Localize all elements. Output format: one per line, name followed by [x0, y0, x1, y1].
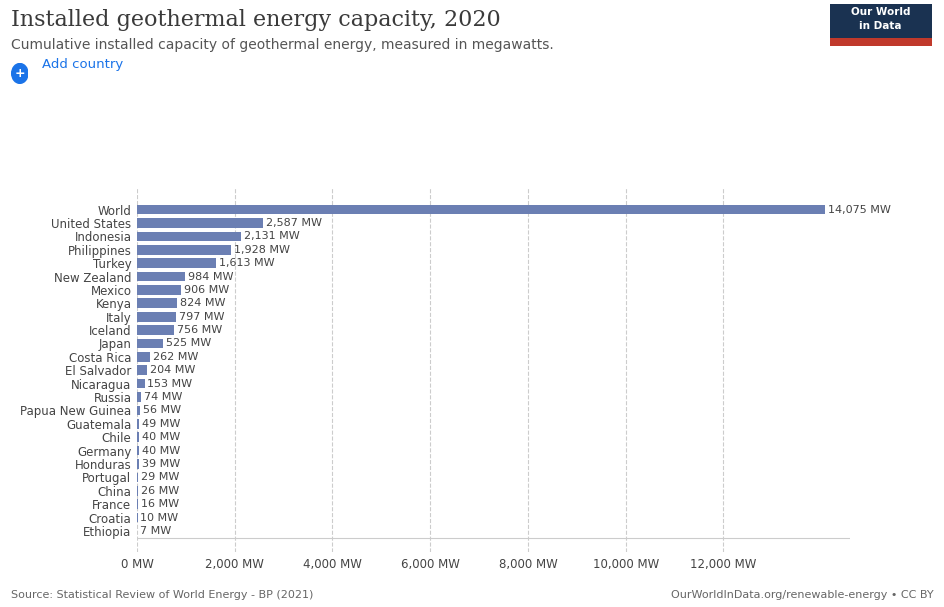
Text: 153 MW: 153 MW — [147, 379, 193, 388]
Bar — [137, 218, 263, 228]
Text: 262 MW: 262 MW — [153, 352, 198, 362]
Text: 984 MW: 984 MW — [188, 271, 233, 282]
Bar — [137, 379, 144, 388]
Circle shape — [11, 64, 28, 83]
Bar — [137, 299, 177, 308]
Bar — [137, 432, 139, 442]
Text: 10 MW: 10 MW — [141, 512, 178, 523]
Text: 74 MW: 74 MW — [143, 392, 182, 402]
Text: 1,928 MW: 1,928 MW — [234, 245, 290, 255]
Text: 2,131 MW: 2,131 MW — [244, 231, 299, 242]
Bar — [137, 446, 139, 455]
Text: 49 MW: 49 MW — [143, 419, 180, 429]
Text: 40 MW: 40 MW — [142, 446, 180, 456]
Text: OurWorldInData.org/renewable-energy • CC BY: OurWorldInData.org/renewable-energy • CC… — [670, 590, 933, 600]
Text: +: + — [14, 67, 25, 80]
Text: 2,587 MW: 2,587 MW — [266, 218, 322, 228]
Bar — [137, 352, 150, 362]
Bar — [137, 459, 139, 469]
Text: Source: Statistical Review of World Energy - BP (2021): Source: Statistical Review of World Ener… — [11, 590, 313, 600]
Bar — [137, 312, 176, 322]
Text: Add country: Add country — [42, 58, 123, 72]
Text: 7 MW: 7 MW — [140, 526, 172, 536]
Text: 26 MW: 26 MW — [141, 486, 179, 496]
Bar — [137, 473, 138, 482]
Text: 16 MW: 16 MW — [141, 499, 178, 509]
Bar — [137, 392, 141, 402]
Text: 40 MW: 40 MW — [142, 432, 180, 443]
Text: 906 MW: 906 MW — [184, 285, 229, 295]
Text: 39 MW: 39 MW — [142, 459, 180, 469]
Bar — [137, 231, 241, 241]
Text: 756 MW: 756 MW — [177, 325, 222, 335]
Bar — [137, 325, 174, 335]
Text: Our World
in Data: Our World in Data — [851, 7, 909, 31]
Bar — [137, 205, 824, 214]
Text: 1,613 MW: 1,613 MW — [219, 258, 274, 268]
Bar — [137, 339, 162, 348]
Bar — [137, 405, 140, 415]
Text: 525 MW: 525 MW — [165, 339, 211, 348]
Bar — [137, 245, 231, 254]
Text: 56 MW: 56 MW — [143, 405, 180, 415]
Bar — [137, 259, 215, 268]
Text: 14,075 MW: 14,075 MW — [827, 205, 889, 214]
Text: Installed geothermal energy capacity, 2020: Installed geothermal energy capacity, 20… — [11, 9, 500, 31]
Text: 797 MW: 797 MW — [178, 312, 224, 322]
Text: 204 MW: 204 MW — [150, 365, 195, 375]
Text: Cumulative installed capacity of geothermal energy, measured in megawatts.: Cumulative installed capacity of geother… — [11, 38, 553, 52]
Bar — [137, 419, 140, 429]
Bar — [137, 365, 147, 375]
Bar — [137, 486, 138, 496]
Text: 824 MW: 824 MW — [180, 298, 226, 308]
FancyBboxPatch shape — [829, 4, 931, 46]
Bar — [137, 285, 181, 295]
Text: 29 MW: 29 MW — [142, 472, 179, 483]
FancyBboxPatch shape — [829, 38, 931, 46]
Bar — [137, 272, 185, 281]
